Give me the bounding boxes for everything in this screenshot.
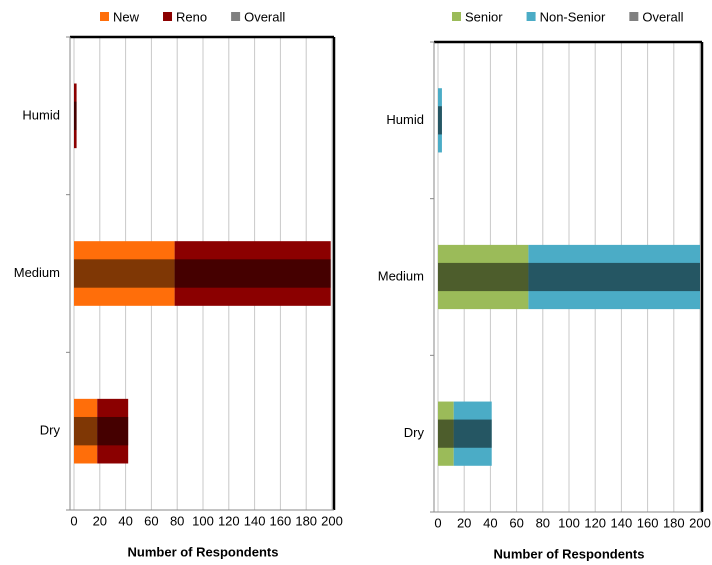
overall-bar (74, 259, 331, 288)
y-tick-label: Dry (40, 423, 61, 438)
x-tick-label: 120 (218, 513, 240, 528)
overall-bar (438, 106, 442, 135)
overall-bar (74, 416, 129, 446)
x-tick-label: 140 (244, 513, 266, 528)
y-tick-label: Medium (14, 265, 60, 280)
legend-swatch (163, 12, 173, 21)
x-tick-label: 40 (118, 513, 132, 528)
x-tick-label: 0 (70, 513, 77, 528)
x-tick-label: 200 (321, 513, 343, 528)
x-tick-label: 140 (611, 515, 633, 530)
legend-swatch (100, 12, 109, 21)
overall-bar (438, 262, 700, 292)
x-tick-label: 80 (536, 515, 550, 530)
y-tick-label: Dry (404, 425, 425, 440)
legend-swatch (526, 12, 536, 21)
x-tick-label: 20 (93, 513, 107, 528)
x-tick-label: 160 (637, 515, 659, 530)
x-axis-title: Number of Respondents (128, 544, 279, 559)
overall-bar (74, 101, 77, 131)
x-tick-label: 100 (558, 515, 580, 530)
x-tick-label: 180 (295, 513, 317, 528)
y-tick-label: Humid (22, 107, 60, 122)
x-tick-label: 40 (483, 515, 497, 530)
x-tick-label: 60 (509, 515, 523, 530)
x-tick-label: 120 (584, 515, 606, 530)
legend-label: Overall (244, 9, 285, 24)
y-tick-label: Medium (378, 268, 424, 283)
legend-label: Reno (176, 9, 207, 24)
x-tick-label: 0 (434, 515, 441, 530)
legend-label: New (113, 9, 140, 24)
x-tick-label: 80 (170, 513, 184, 528)
legend-swatch (231, 12, 241, 21)
overall-bar (438, 419, 492, 448)
x-tick-label: 160 (270, 513, 292, 528)
x-tick-label: 100 (192, 513, 214, 528)
legend-swatch (629, 12, 639, 21)
x-tick-label: 200 (689, 515, 711, 530)
legend-label: Senior (465, 9, 503, 24)
x-tick-label: 180 (663, 515, 685, 530)
legend-label: Overall (642, 9, 683, 24)
x-tick-label: 20 (457, 515, 471, 530)
y-tick-label: Humid (386, 112, 424, 127)
legend-swatch (452, 12, 461, 21)
x-tick-label: 60 (144, 513, 158, 528)
x-axis-title: Number of Respondents (494, 546, 645, 561)
legend-label: Non-Senior (540, 9, 606, 24)
